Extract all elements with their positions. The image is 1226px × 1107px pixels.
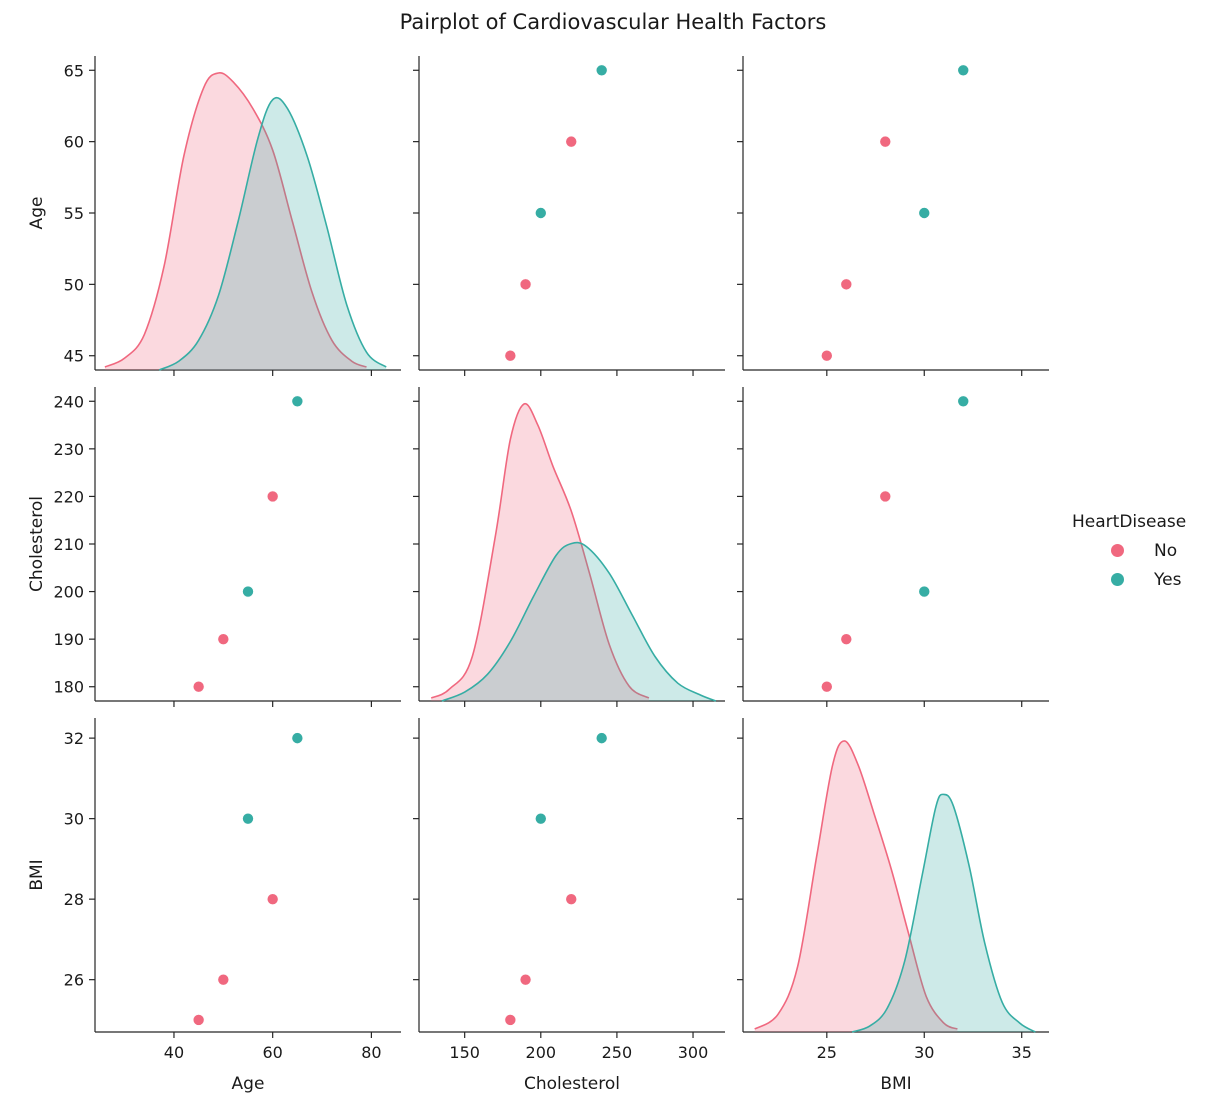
kde-line-bmi-yes bbox=[851, 793, 1036, 1033]
y-tick-label-bmi-28: 28 bbox=[64, 890, 84, 909]
point-cholesterol-vs-bmi-yes-0 bbox=[918, 585, 931, 598]
point-bmi-vs-age-no-2 bbox=[266, 893, 279, 905]
x-tick-label-cholesterol-200: 200 bbox=[526, 1043, 557, 1062]
x-axis-label-age: Age bbox=[232, 1074, 265, 1094]
point-bmi-vs-age-no-0 bbox=[192, 1014, 205, 1026]
legend-title: HeartDisease bbox=[1072, 512, 1187, 532]
legend-marker-yes bbox=[1111, 573, 1124, 586]
point-cholesterol-vs-age-no-0 bbox=[192, 680, 205, 693]
x-tick-label-age-60: 60 bbox=[262, 1043, 282, 1062]
point-bmi-vs-age-yes-1 bbox=[291, 732, 304, 744]
point-cholesterol-vs-age-yes-1 bbox=[291, 395, 304, 408]
x-tick-label-bmi-30: 30 bbox=[914, 1043, 934, 1062]
kde-fill-age-no bbox=[104, 72, 367, 371]
y-axis-label-bmi: BMI bbox=[27, 859, 47, 890]
legend-item-no: No bbox=[1072, 536, 1186, 565]
kde-fill-bmi-yes bbox=[852, 794, 1036, 1032]
chart-title: Pairplot of Cardiovascular Health Factor… bbox=[399, 10, 827, 34]
y-tick-label-cholesterol-210: 210 bbox=[53, 535, 84, 554]
x-tick-label-age-40: 40 bbox=[164, 1043, 184, 1062]
kde-fill-cholesterol-yes bbox=[441, 542, 716, 701]
x-axis-label-bmi: BMI bbox=[880, 1074, 911, 1094]
y-tick-label-cholesterol-230: 230 bbox=[53, 440, 84, 459]
legend-label-no: No bbox=[1154, 540, 1178, 561]
x-tick-label-cholesterol-300: 300 bbox=[678, 1043, 709, 1062]
y-tick-label-bmi-30: 30 bbox=[64, 810, 84, 829]
point-age-vs-cholesterol-yes-0 bbox=[534, 207, 547, 219]
x-tick-label-cholesterol-150: 150 bbox=[449, 1043, 480, 1062]
kde-fill-cholesterol-no bbox=[431, 403, 649, 701]
point-cholesterol-vs-bmi-yes-1 bbox=[957, 395, 970, 408]
kde-line-bmi-no bbox=[754, 740, 958, 1030]
point-bmi-vs-cholesterol-no-1 bbox=[519, 973, 532, 986]
kde-line-age-yes bbox=[158, 96, 387, 371]
point-cholesterol-vs-bmi-no-0 bbox=[821, 680, 833, 693]
y-tick-label-cholesterol-180: 180 bbox=[53, 678, 84, 697]
x-tick-label-bmi-25: 25 bbox=[817, 1043, 837, 1062]
y-axis-label-age: Age bbox=[27, 197, 47, 230]
point-cholesterol-vs-bmi-no-1 bbox=[840, 633, 853, 645]
y-tick-label-bmi-32: 32 bbox=[64, 729, 84, 748]
point-bmi-vs-age-no-1 bbox=[217, 973, 230, 986]
x-tick-label-cholesterol-250: 250 bbox=[602, 1043, 633, 1062]
point-bmi-vs-cholesterol-yes-0 bbox=[534, 812, 547, 825]
point-cholesterol-vs-age-no-2 bbox=[266, 490, 279, 503]
y-tick-label-cholesterol-240: 240 bbox=[53, 392, 84, 411]
y-tick-label-age-45: 45 bbox=[64, 347, 84, 366]
point-age-vs-cholesterol-no-2 bbox=[565, 135, 578, 148]
kde-line-age-no bbox=[104, 72, 367, 368]
point-bmi-vs-age-yes-0 bbox=[242, 812, 254, 825]
point-bmi-vs-cholesterol-no-2 bbox=[565, 893, 578, 905]
point-cholesterol-vs-age-yes-0 bbox=[242, 585, 254, 598]
y-tick-label-bmi-26: 26 bbox=[64, 971, 84, 990]
point-bmi-vs-cholesterol-yes-1 bbox=[595, 732, 608, 744]
y-tick-label-age-55: 55 bbox=[64, 204, 84, 223]
x-tick-label-age-80: 80 bbox=[361, 1043, 381, 1062]
legend: HeartDisease No Yes bbox=[1072, 512, 1186, 594]
point-cholesterol-vs-bmi-no-2 bbox=[879, 490, 892, 503]
point-age-vs-bmi-no-1 bbox=[840, 278, 853, 291]
legend-label-yes: Yes bbox=[1154, 569, 1182, 590]
point-age-vs-cholesterol-no-1 bbox=[519, 278, 532, 291]
y-tick-label-cholesterol-200: 200 bbox=[53, 583, 84, 602]
y-tick-label-age-65: 65 bbox=[64, 61, 84, 80]
point-age-vs-bmi-no-2 bbox=[879, 135, 892, 148]
legend-item-yes: Yes bbox=[1072, 565, 1186, 594]
point-age-vs-bmi-yes-0 bbox=[918, 207, 931, 219]
kde-fill-age-yes bbox=[159, 97, 387, 371]
legend-marker-no bbox=[1111, 544, 1124, 557]
y-tick-label-age-60: 60 bbox=[64, 133, 84, 152]
point-age-vs-bmi-yes-1 bbox=[957, 64, 970, 77]
point-bmi-vs-cholesterol-no-0 bbox=[504, 1014, 517, 1026]
point-cholesterol-vs-age-no-1 bbox=[217, 633, 230, 645]
point-age-vs-cholesterol-no-0 bbox=[504, 349, 517, 362]
x-tick-label-bmi-35: 35 bbox=[1012, 1043, 1032, 1062]
y-tick-label-cholesterol-190: 190 bbox=[53, 630, 84, 649]
kde-line-cholesterol-no bbox=[430, 402, 650, 699]
point-age-vs-bmi-no-0 bbox=[821, 349, 833, 362]
y-tick-label-cholesterol-220: 220 bbox=[53, 487, 84, 506]
y-axis-label-cholesterol: Cholesterol bbox=[27, 496, 47, 592]
x-axis-label-cholesterol: Cholesterol bbox=[524, 1074, 620, 1094]
kde-fill-bmi-no bbox=[754, 740, 958, 1032]
point-age-vs-cholesterol-yes-1 bbox=[595, 64, 608, 77]
y-tick-label-age-50: 50 bbox=[64, 275, 84, 294]
kde-line-cholesterol-yes bbox=[441, 541, 717, 702]
